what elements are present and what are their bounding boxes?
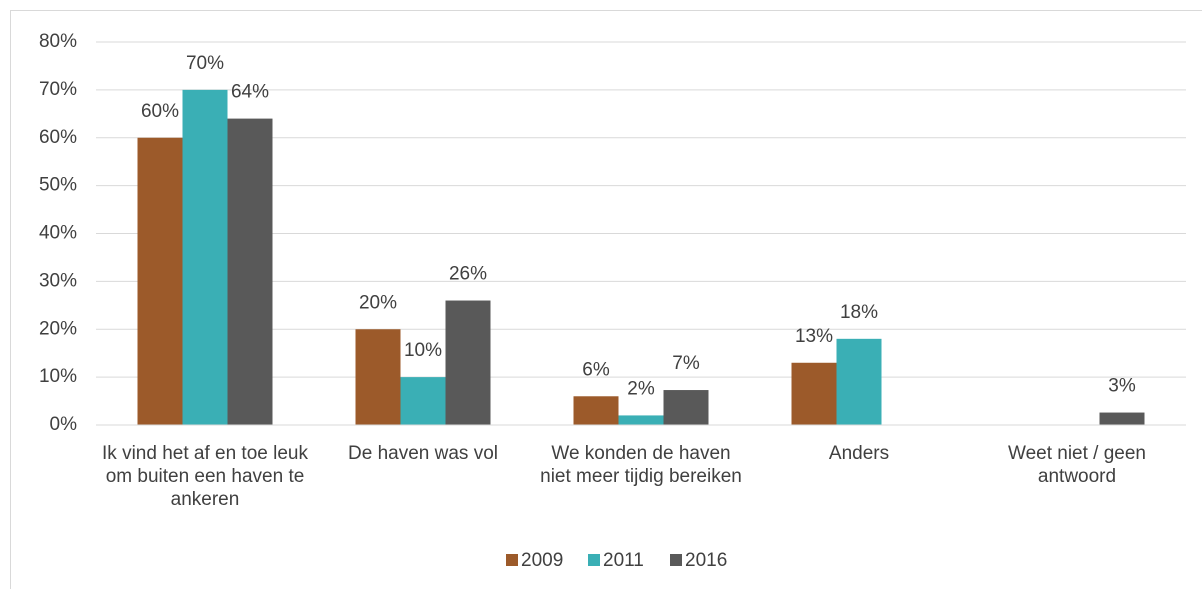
- bar: [791, 362, 837, 425]
- data-label: 10%: [404, 340, 442, 361]
- data-label: 20%: [359, 292, 397, 313]
- data-label: 64%: [231, 82, 269, 103]
- y-tick-label: 20%: [39, 318, 77, 339]
- x-tick-label: We konden de haven niet meer tijdig bere…: [540, 443, 742, 487]
- bar: [573, 396, 619, 425]
- y-tick-label: 30%: [39, 270, 77, 291]
- data-label: 7%: [672, 353, 700, 374]
- chart-border: [10, 10, 1202, 589]
- bar: [182, 89, 228, 425]
- bar: [445, 300, 491, 425]
- legend-swatch: [506, 554, 518, 566]
- x-tick-label: Weet niet / geen antwoord: [1007, 443, 1147, 487]
- data-label: 18%: [840, 302, 878, 323]
- x-tick-label: Ik vind het af en toe leuk om buiten een…: [102, 443, 308, 510]
- legend-label: 2009: [521, 550, 563, 571]
- data-label: 60%: [141, 101, 179, 122]
- legend-swatch: [670, 554, 682, 566]
- data-label: 70%: [186, 53, 224, 74]
- bar: [836, 338, 882, 425]
- data-label: 6%: [582, 359, 610, 380]
- x-tick-label: Anders: [828, 443, 890, 464]
- y-tick-label: 10%: [39, 366, 77, 387]
- bar: [227, 118, 273, 425]
- y-tick-label: 0%: [50, 414, 78, 435]
- y-tick-label: 40%: [39, 223, 77, 244]
- legend-label: 2016: [685, 550, 727, 571]
- bar: [137, 137, 183, 425]
- bar: [618, 415, 664, 425]
- bar: [663, 390, 709, 425]
- y-tick-label: 70%: [39, 79, 77, 100]
- legend-label: 2011: [603, 550, 644, 571]
- bar: [400, 377, 446, 425]
- y-tick-label: 50%: [39, 175, 77, 196]
- legend-swatch: [588, 554, 600, 566]
- y-tick-label: 60%: [39, 127, 77, 148]
- data-label: 13%: [795, 326, 833, 347]
- y-tick-label: 80%: [39, 31, 77, 52]
- data-label: 2%: [627, 378, 655, 399]
- bar: [355, 329, 401, 425]
- data-label: 3%: [1108, 376, 1136, 397]
- x-tick-label: De haven was vol: [348, 443, 498, 464]
- bar: [1099, 412, 1145, 425]
- data-label: 26%: [449, 264, 487, 285]
